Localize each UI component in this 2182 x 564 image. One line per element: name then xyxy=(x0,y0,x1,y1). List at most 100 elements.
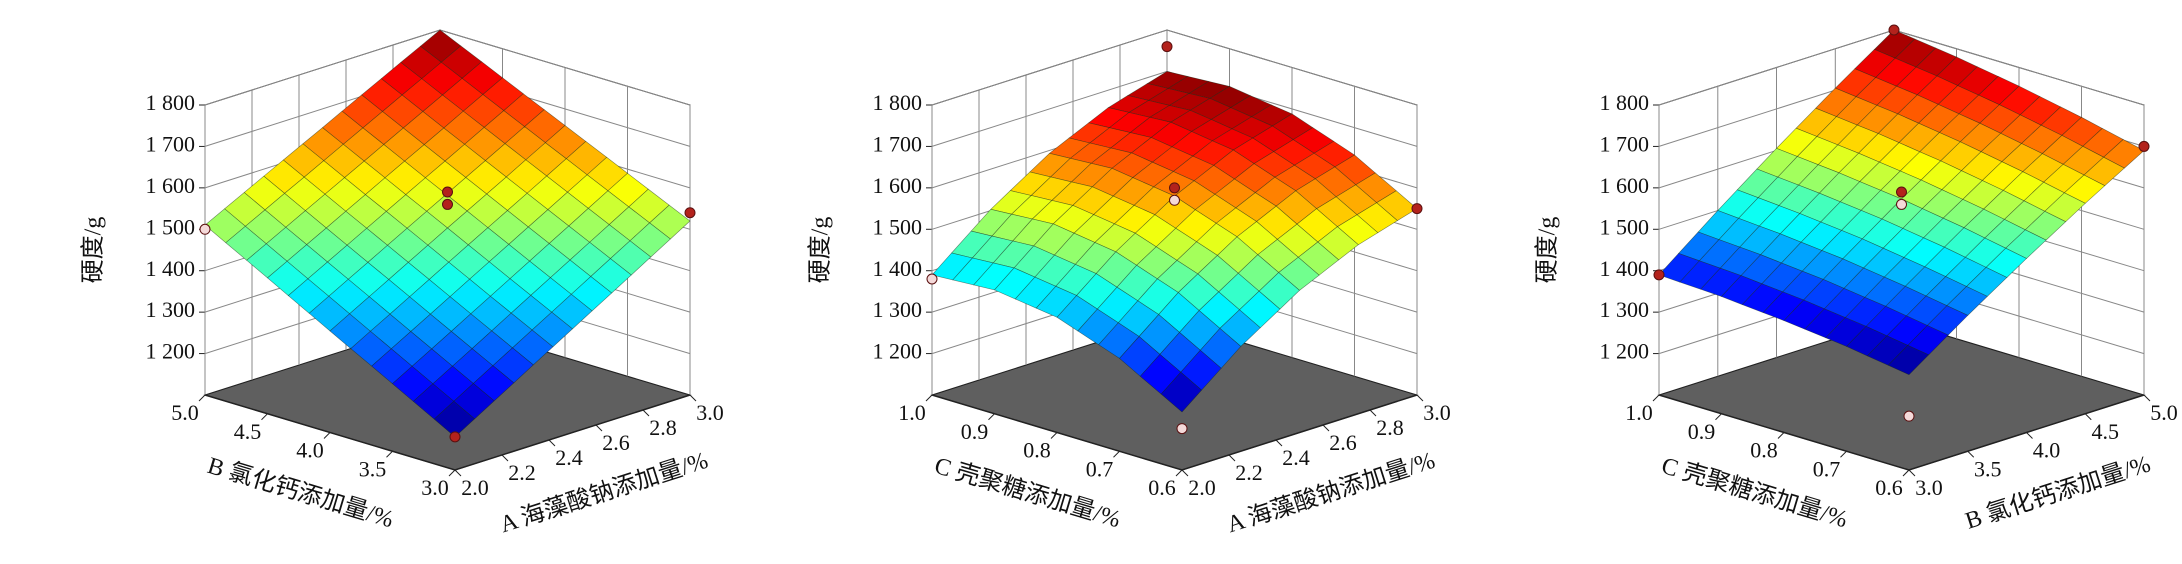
y-tick-label: 1.0 xyxy=(898,400,926,425)
y-tick-label: 5.0 xyxy=(171,400,199,425)
y-tick-label: 4.0 xyxy=(296,438,324,463)
chart-panel: 1 200 1 300 1 400 1 500 1 600 1 700 1 800 3.0 3.… xyxy=(1534,24,2178,535)
design-point xyxy=(449,431,461,443)
chart-panel: 1 200 1 300 1 400 1 500 1 600 1 700 1 800 2.0 2.… xyxy=(807,29,1451,538)
x-tick-label: 5.0 xyxy=(2150,400,2178,425)
x-tick-label: 3.0 xyxy=(1915,475,1943,500)
tick-mark xyxy=(1181,469,1189,477)
x-tick-label: 2.8 xyxy=(1376,415,1404,440)
x-tick-label: 2.0 xyxy=(1188,475,1216,500)
z-tick-label: 1 800 xyxy=(146,90,196,115)
box-edge xyxy=(204,394,691,471)
z-tick-label: 1 700 xyxy=(1600,131,1650,156)
x-tick-label: 2.4 xyxy=(1282,445,1310,470)
tick-mark xyxy=(548,439,556,447)
y-tick-label: 0.9 xyxy=(961,419,989,444)
tick-mark xyxy=(501,454,509,462)
x-tick-label: 2.6 xyxy=(602,430,630,455)
design-point xyxy=(1176,423,1188,435)
y-tick-label: 0.6 xyxy=(1875,475,1903,500)
tick-mark xyxy=(925,394,933,402)
design-point xyxy=(2138,140,2150,152)
design-point xyxy=(442,186,453,198)
tick-mark xyxy=(1902,469,1910,477)
tick-mark xyxy=(1369,409,1377,417)
tick-mark xyxy=(595,424,603,432)
z-axis-label: 硬度/g xyxy=(1534,217,1561,284)
y-tick-label: 0.8 xyxy=(1750,438,1778,463)
design-point xyxy=(1896,198,1907,210)
z-axis-label: 硬度/g xyxy=(807,217,834,284)
z-tick-label: 1 500 xyxy=(873,214,923,239)
surface-patch xyxy=(1887,345,1930,376)
z-tick-label: 1 200 xyxy=(146,339,196,364)
chart-panel: 1 200 1 300 1 400 1 500 1 600 1 700 1 800 2.0 2.… xyxy=(80,29,724,538)
tick-mark xyxy=(448,469,456,477)
y-tick-label: 3.5 xyxy=(359,456,387,481)
y-tick-label: 0.7 xyxy=(1086,456,1114,481)
tick-mark xyxy=(1967,450,1975,458)
z-tick-label: 1 400 xyxy=(146,256,196,281)
tick-mark xyxy=(689,394,697,402)
x-tick-label: 2.6 xyxy=(1329,430,1357,455)
z-tick-label: 1 700 xyxy=(873,131,923,156)
z-tick-label: 1 400 xyxy=(873,256,923,281)
z-tick-label: 1 200 xyxy=(873,339,923,364)
box-edge xyxy=(931,394,1418,471)
z-tick-label: 1 600 xyxy=(1600,173,1650,198)
tick-mark xyxy=(2026,432,2033,439)
surface-patch xyxy=(433,400,476,438)
x-tick-label: 2.2 xyxy=(1235,460,1263,485)
tick-mark xyxy=(2143,394,2151,402)
z-tick-label: 1 300 xyxy=(873,297,923,322)
design-point xyxy=(442,198,453,210)
tick-mark xyxy=(642,409,650,417)
tick-mark xyxy=(1228,454,1236,462)
design-point xyxy=(684,207,696,219)
tick-mark xyxy=(454,469,462,477)
tick-mark xyxy=(323,432,331,439)
surface-patch xyxy=(1160,371,1203,413)
tick-mark xyxy=(988,413,995,421)
tick-mark xyxy=(1840,450,1847,458)
tick-mark xyxy=(198,394,206,402)
design-point xyxy=(1169,194,1180,206)
tick-mark xyxy=(2084,413,2092,421)
design-point xyxy=(926,273,938,285)
z-tick-label: 1 400 xyxy=(1600,256,1650,281)
x-tick-label: 4.0 xyxy=(2033,438,2061,463)
x-tick-label: 2.4 xyxy=(555,445,583,470)
y-tick-label: 0.8 xyxy=(1023,438,1051,463)
z-tick-label: 1 800 xyxy=(873,90,923,115)
y-tick-label: 0.6 xyxy=(1148,475,1176,500)
tick-mark xyxy=(1050,432,1058,439)
design-point xyxy=(1888,24,1900,36)
tick-mark xyxy=(1908,469,1916,477)
z-tick-label: 1 300 xyxy=(146,297,196,322)
design-point xyxy=(1161,41,1173,53)
z-tick-label: 1 600 xyxy=(146,173,196,198)
tick-mark xyxy=(1275,439,1283,447)
box-edge xyxy=(1658,394,2145,471)
x-tick-label: 4.5 xyxy=(2092,419,2120,444)
y-tick-label: 4.5 xyxy=(234,419,262,444)
x-tick-label: 3.0 xyxy=(1423,400,1451,425)
tick-mark xyxy=(1777,432,1785,439)
tick-mark xyxy=(1113,450,1120,458)
x-tick-label: 2.0 xyxy=(461,475,489,500)
tick-mark xyxy=(1322,424,1330,432)
tick-mark xyxy=(1715,413,1722,421)
tick-mark xyxy=(1652,394,1660,402)
design-point xyxy=(1896,186,1907,198)
design-point xyxy=(1411,203,1423,215)
x-tick-label: 3.5 xyxy=(1974,456,2002,481)
y-tick-label: 0.9 xyxy=(1688,419,1716,444)
z-tick-label: 1 500 xyxy=(1600,214,1650,239)
z-axis-label: 硬度/g xyxy=(80,217,107,284)
design-point xyxy=(1169,182,1180,194)
design-point xyxy=(199,223,211,235)
x-tick-label: 3.0 xyxy=(696,400,724,425)
design-point xyxy=(1653,269,1665,281)
tick-mark xyxy=(386,450,393,458)
